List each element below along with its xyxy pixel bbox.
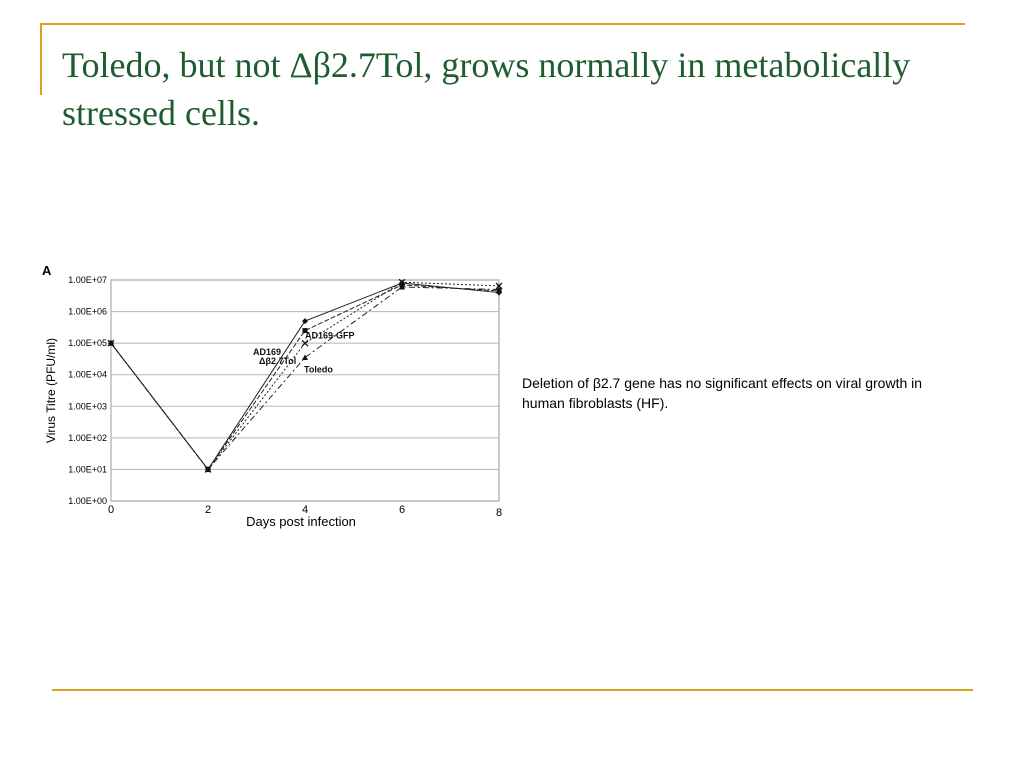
series-label: Toledo (304, 365, 333, 375)
y-axis-label: Virus Titre (PFU/ml) (44, 338, 58, 443)
frame-left-rule (40, 23, 42, 95)
data-point (398, 278, 406, 286)
data-point (302, 318, 308, 325)
x-tick-label: 0 (108, 504, 114, 516)
y-tick-label: 1.00E+06 (68, 307, 107, 317)
titre-chart: 1.00E+00 1.00E+01 1.00E+02 1.00E+03 1.00E+04… (38, 258, 508, 535)
x-tick-label: 8 (496, 507, 502, 519)
panel-label: A (42, 263, 52, 278)
data-point (301, 339, 309, 347)
x-tick-label: 2 (205, 504, 211, 516)
series-line (110, 286, 500, 471)
data-point (107, 339, 115, 347)
frame-top-rule (40, 23, 965, 25)
series-line (110, 282, 500, 471)
data-point (399, 284, 405, 290)
series-label: AD169-GFP (305, 331, 355, 341)
plot-frame (110, 279, 500, 502)
series-label: AD169 (253, 347, 281, 357)
x-tick-label: 4 (302, 504, 308, 516)
data-point (204, 466, 212, 473)
y-tick-label: 1.00E+03 (68, 401, 107, 411)
series-line (110, 284, 500, 471)
data-point (496, 286, 502, 293)
series-line (110, 281, 500, 471)
x-tick-label: 6 (399, 504, 405, 516)
data-point (302, 354, 308, 361)
y-tick-label: 1.00E+07 (68, 275, 107, 285)
x-axis-label: Days post infection (246, 514, 356, 529)
y-tick-label: 1.00E+04 (68, 370, 107, 380)
slide-caption: Deletion of β2.7 gene has no significant… (522, 375, 923, 411)
y-tick-label: 1.00E+05 (68, 338, 107, 348)
chart-svg: 1.00E+00 1.00E+01 1.00E+02 1.00E+03 1.00E+04… (42, 263, 503, 529)
series-label: Δβ2.7Tol (259, 356, 296, 366)
data-point (495, 282, 503, 290)
y-tick-label: 1.00E+01 (68, 464, 107, 474)
data-point (302, 328, 308, 334)
y-tick-label: 1.00E+00 (68, 496, 107, 506)
y-tick-label: 1.00E+02 (68, 433, 107, 443)
frame-bottom-rule (52, 689, 973, 691)
slide-title: Toledo, but not Δβ2.7Tol, grows normally… (62, 45, 911, 133)
